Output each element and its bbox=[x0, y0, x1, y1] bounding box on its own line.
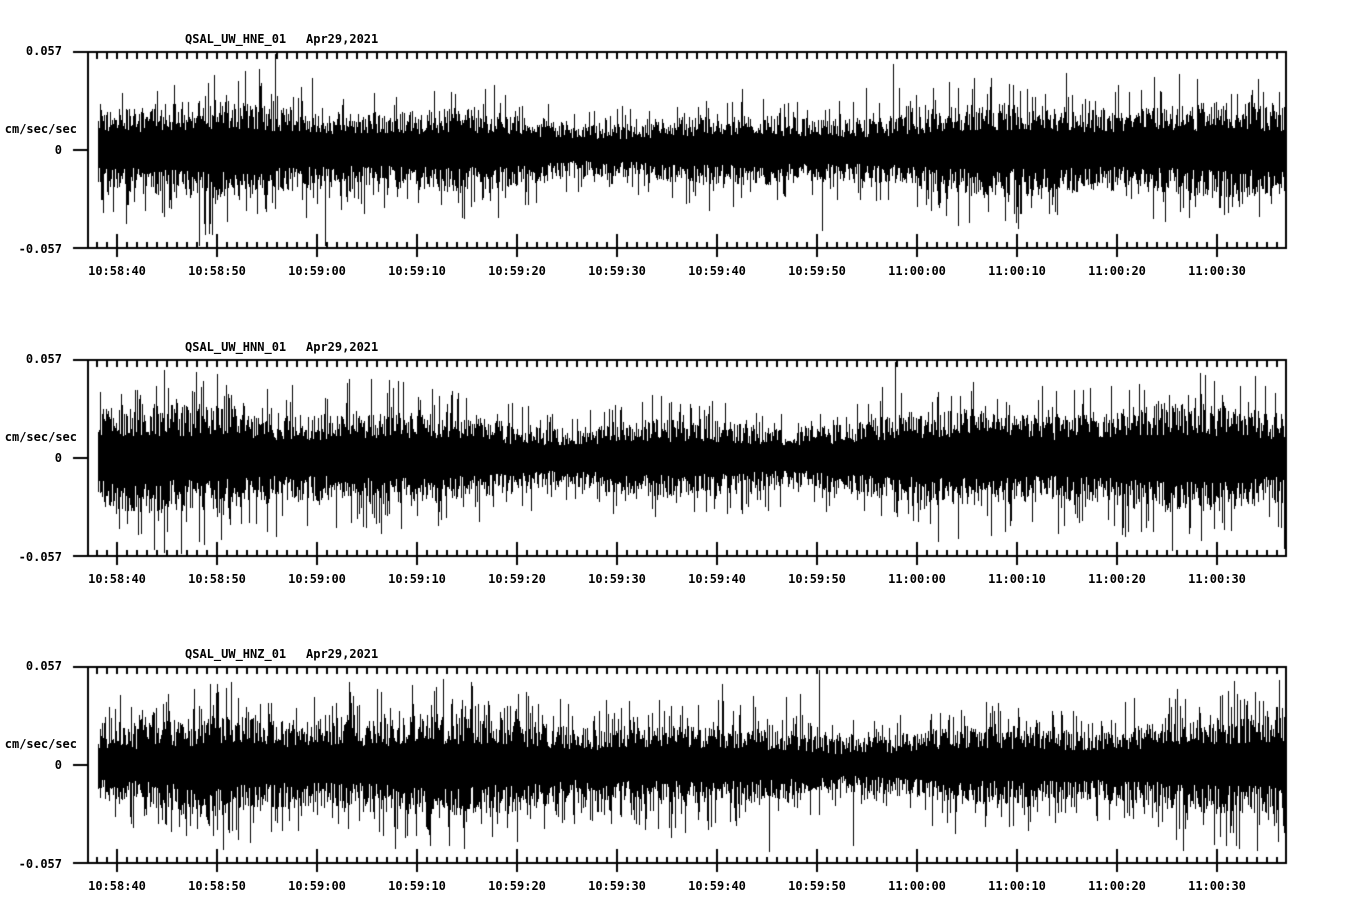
waveform-plot-hnn bbox=[72, 357, 1292, 573]
x-tick-label: 10:59:40 bbox=[688, 264, 746, 278]
y-axis-tick-label-min: -0.057 bbox=[18, 550, 62, 564]
x-tick-label: 10:58:50 bbox=[188, 879, 246, 893]
trace-date: Apr29,2021 bbox=[306, 32, 379, 46]
y-axis-tick-label-max: 0.057 bbox=[25, 352, 62, 366]
x-tick-label: 11:00:00 bbox=[888, 264, 946, 278]
x-tick-label: 10:58:40 bbox=[88, 879, 146, 893]
y-axis-tick-label-zero: 0 bbox=[54, 451, 62, 465]
x-tick-label: 10:59:10 bbox=[388, 572, 446, 586]
trace-station-id: QSAL_UW_HNN_01 bbox=[185, 340, 287, 354]
x-tick-label: 10:59:30 bbox=[588, 879, 646, 893]
x-tick-label: 11:00:20 bbox=[1088, 264, 1146, 278]
x-tick-label: 10:59:50 bbox=[788, 879, 846, 893]
x-tick-label: 11:00:30 bbox=[1188, 572, 1246, 586]
trace-station-id: QSAL_UW_HNZ_01 bbox=[185, 647, 287, 661]
y-axis-units-label: cm/sec/sec bbox=[4, 122, 77, 136]
x-tick-label: 10:59:30 bbox=[588, 264, 646, 278]
x-tick-label: 10:59:00 bbox=[288, 264, 346, 278]
x-tick-label: 10:59:10 bbox=[388, 264, 446, 278]
x-tick-label: 10:59:00 bbox=[288, 879, 346, 893]
y-axis-units-label: cm/sec/sec bbox=[4, 737, 77, 751]
x-tick-label: 11:00:20 bbox=[1088, 572, 1146, 586]
x-tick-label: 11:00:20 bbox=[1088, 879, 1146, 893]
x-tick-label: 10:59:30 bbox=[588, 572, 646, 586]
y-axis-tick-label-min: -0.057 bbox=[18, 857, 62, 871]
y-axis-tick-label-zero: 0 bbox=[54, 143, 62, 157]
x-tick-label: 11:00:10 bbox=[988, 264, 1046, 278]
trace-date: Apr29,2021 bbox=[306, 340, 379, 354]
x-tick-label: 11:00:30 bbox=[1188, 264, 1246, 278]
x-tick-label: 11:00:10 bbox=[988, 879, 1046, 893]
x-tick-label: 10:58:40 bbox=[88, 264, 146, 278]
x-tick-label: 10:58:50 bbox=[188, 264, 246, 278]
x-tick-label: 10:59:10 bbox=[388, 879, 446, 893]
x-tick-label: 10:58:40 bbox=[88, 572, 146, 586]
x-tick-label: 10:59:20 bbox=[488, 879, 546, 893]
x-tick-label: 11:00:10 bbox=[988, 572, 1046, 586]
x-tick-label: 10:58:50 bbox=[188, 572, 246, 586]
x-tick-label: 10:59:40 bbox=[688, 572, 746, 586]
x-tick-label: 10:59:50 bbox=[788, 264, 846, 278]
waveform-plot-hnz bbox=[72, 664, 1292, 880]
waveform-plot-hne bbox=[72, 49, 1292, 265]
trace-station-id: QSAL_UW_HNE_01 bbox=[185, 32, 287, 46]
trace-date: Apr29,2021 bbox=[306, 647, 379, 661]
x-tick-label: 10:59:20 bbox=[488, 572, 546, 586]
y-axis-tick-label-max: 0.057 bbox=[25, 44, 62, 58]
y-axis-tick-label-max: 0.057 bbox=[25, 659, 62, 673]
x-tick-label: 10:59:00 bbox=[288, 572, 346, 586]
x-tick-label: 11:00:30 bbox=[1188, 879, 1246, 893]
x-tick-label: 10:59:40 bbox=[688, 879, 746, 893]
x-tick-label: 10:59:20 bbox=[488, 264, 546, 278]
x-tick-label: 11:00:00 bbox=[888, 572, 946, 586]
y-axis-tick-label-min: -0.057 bbox=[18, 242, 62, 256]
y-axis-units-label: cm/sec/sec bbox=[4, 430, 77, 444]
x-tick-label: 11:00:00 bbox=[888, 879, 946, 893]
x-tick-label: 10:59:50 bbox=[788, 572, 846, 586]
y-axis-tick-label-zero: 0 bbox=[54, 758, 62, 772]
